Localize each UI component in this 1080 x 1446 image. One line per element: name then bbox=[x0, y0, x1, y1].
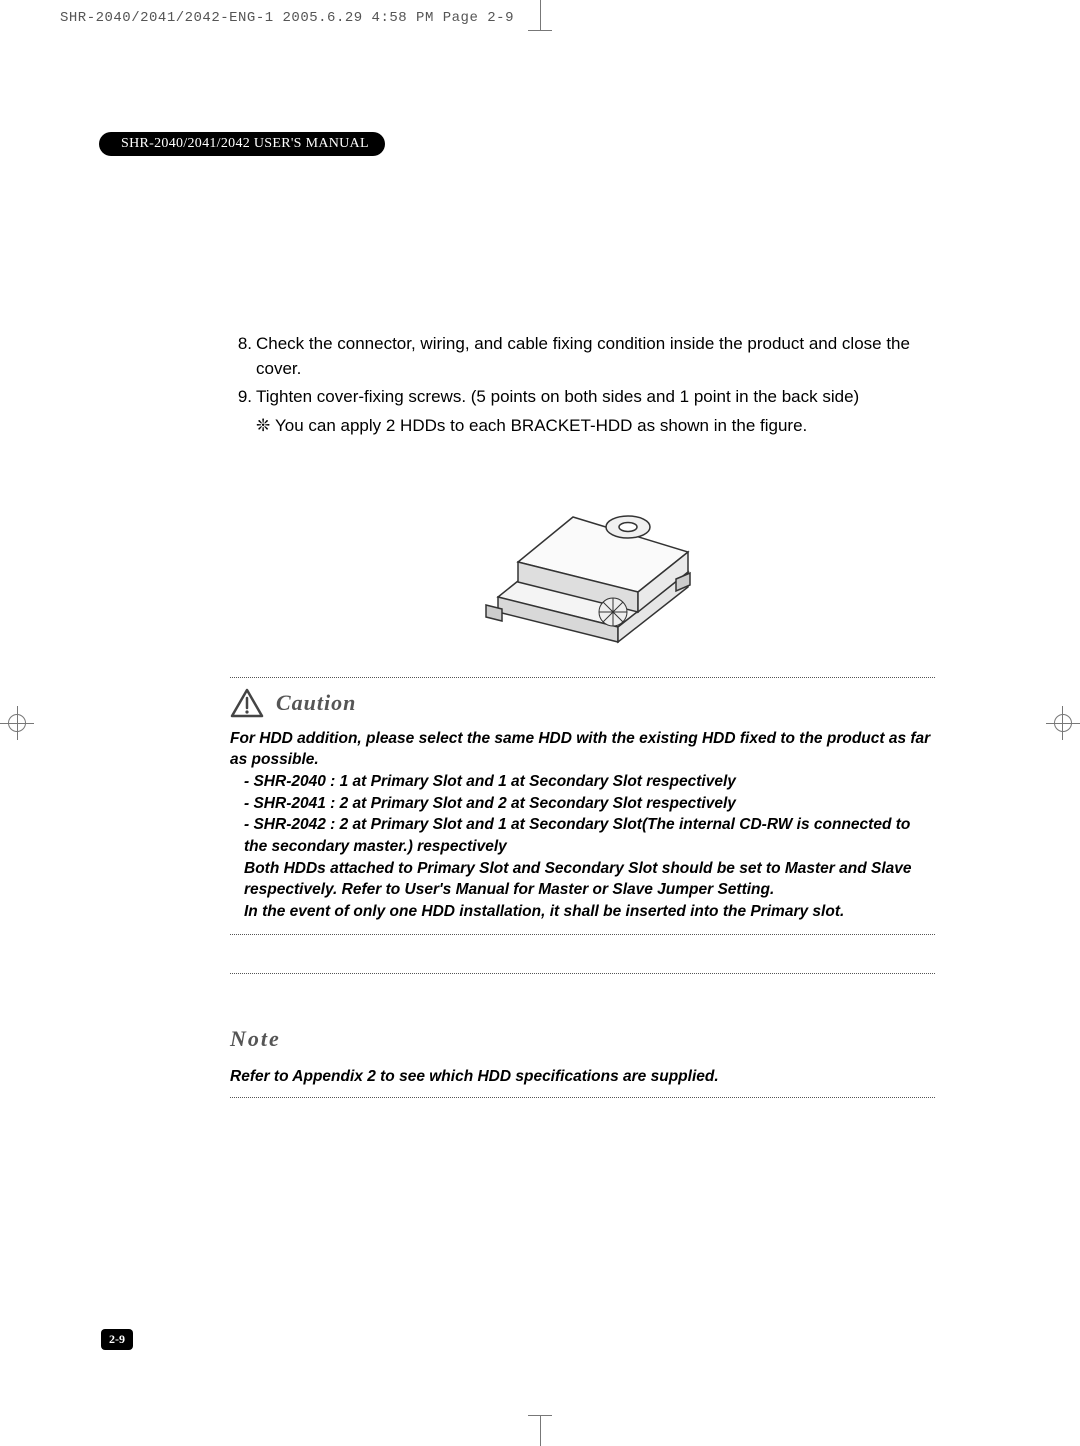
note-body: Refer to Appendix 2 to see which HDD spe… bbox=[230, 1066, 935, 1088]
caution-line: Both HDDs attached to Primary Slot and S… bbox=[230, 858, 935, 901]
instruction-text: Tighten cover-fixing screws. (5 points o… bbox=[256, 385, 935, 410]
reference-mark-icon: ❊ bbox=[256, 416, 275, 435]
instruction-item-8: 8. Check the connector, wiring, and cabl… bbox=[230, 332, 935, 381]
hdd-bracket-figure bbox=[438, 457, 728, 647]
instruction-list: 8. Check the connector, wiring, and cabl… bbox=[230, 332, 935, 439]
separator bbox=[230, 934, 935, 935]
instruction-number: 9. bbox=[230, 385, 256, 410]
caution-bullet: SHR-2042 : 2 at Primary Slot and 1 at Se… bbox=[244, 814, 935, 857]
instruction-item-9: 9. Tighten cover-fixing screws. (5 point… bbox=[230, 385, 935, 410]
caution-intro: For HDD addition, please select the same… bbox=[230, 728, 935, 771]
instruction-subnote: ❊ You can apply 2 HDDs to each BRACKET-H… bbox=[256, 414, 935, 439]
instruction-number: 8. bbox=[230, 332, 256, 381]
caution-bullet: SHR-2040 : 1 at Primary Slot and 1 at Se… bbox=[244, 771, 935, 793]
main-content: 8. Check the connector, wiring, and cabl… bbox=[230, 332, 935, 1104]
manual-title-badge: SHR-2040/2041/2042 USER'S MANUAL bbox=[99, 132, 385, 156]
instruction-text: Check the connector, wiring, and cable f… bbox=[256, 332, 935, 381]
caution-block: Caution For HDD addition, please select … bbox=[230, 688, 935, 923]
separator bbox=[230, 973, 935, 974]
pdf-crop-header: SHR-2040/2041/2042-ENG-1 2005.6.29 4:58 … bbox=[60, 10, 514, 26]
separator bbox=[230, 1097, 935, 1098]
warning-triangle-icon bbox=[230, 688, 264, 718]
caution-bullet: SHR-2041 : 2 at Primary Slot and 2 at Se… bbox=[244, 793, 935, 815]
caution-line: In the event of only one HDD installatio… bbox=[230, 901, 935, 923]
instruction-subnote-text: You can apply 2 HDDs to each BRACKET-HDD… bbox=[275, 416, 807, 435]
caution-heading: Caution bbox=[230, 688, 935, 718]
note-heading: Note bbox=[230, 1026, 935, 1052]
caution-body: For HDD addition, please select the same… bbox=[230, 728, 935, 923]
hdd-illustration-svg bbox=[438, 457, 728, 647]
page-frame: SHR-2040/2041/2042 USER'S MANUAL 8. Chec… bbox=[55, 30, 1025, 1416]
caution-heading-text: Caution bbox=[276, 690, 356, 716]
page-number-badge: 2-9 bbox=[101, 1329, 133, 1350]
separator bbox=[230, 677, 935, 678]
